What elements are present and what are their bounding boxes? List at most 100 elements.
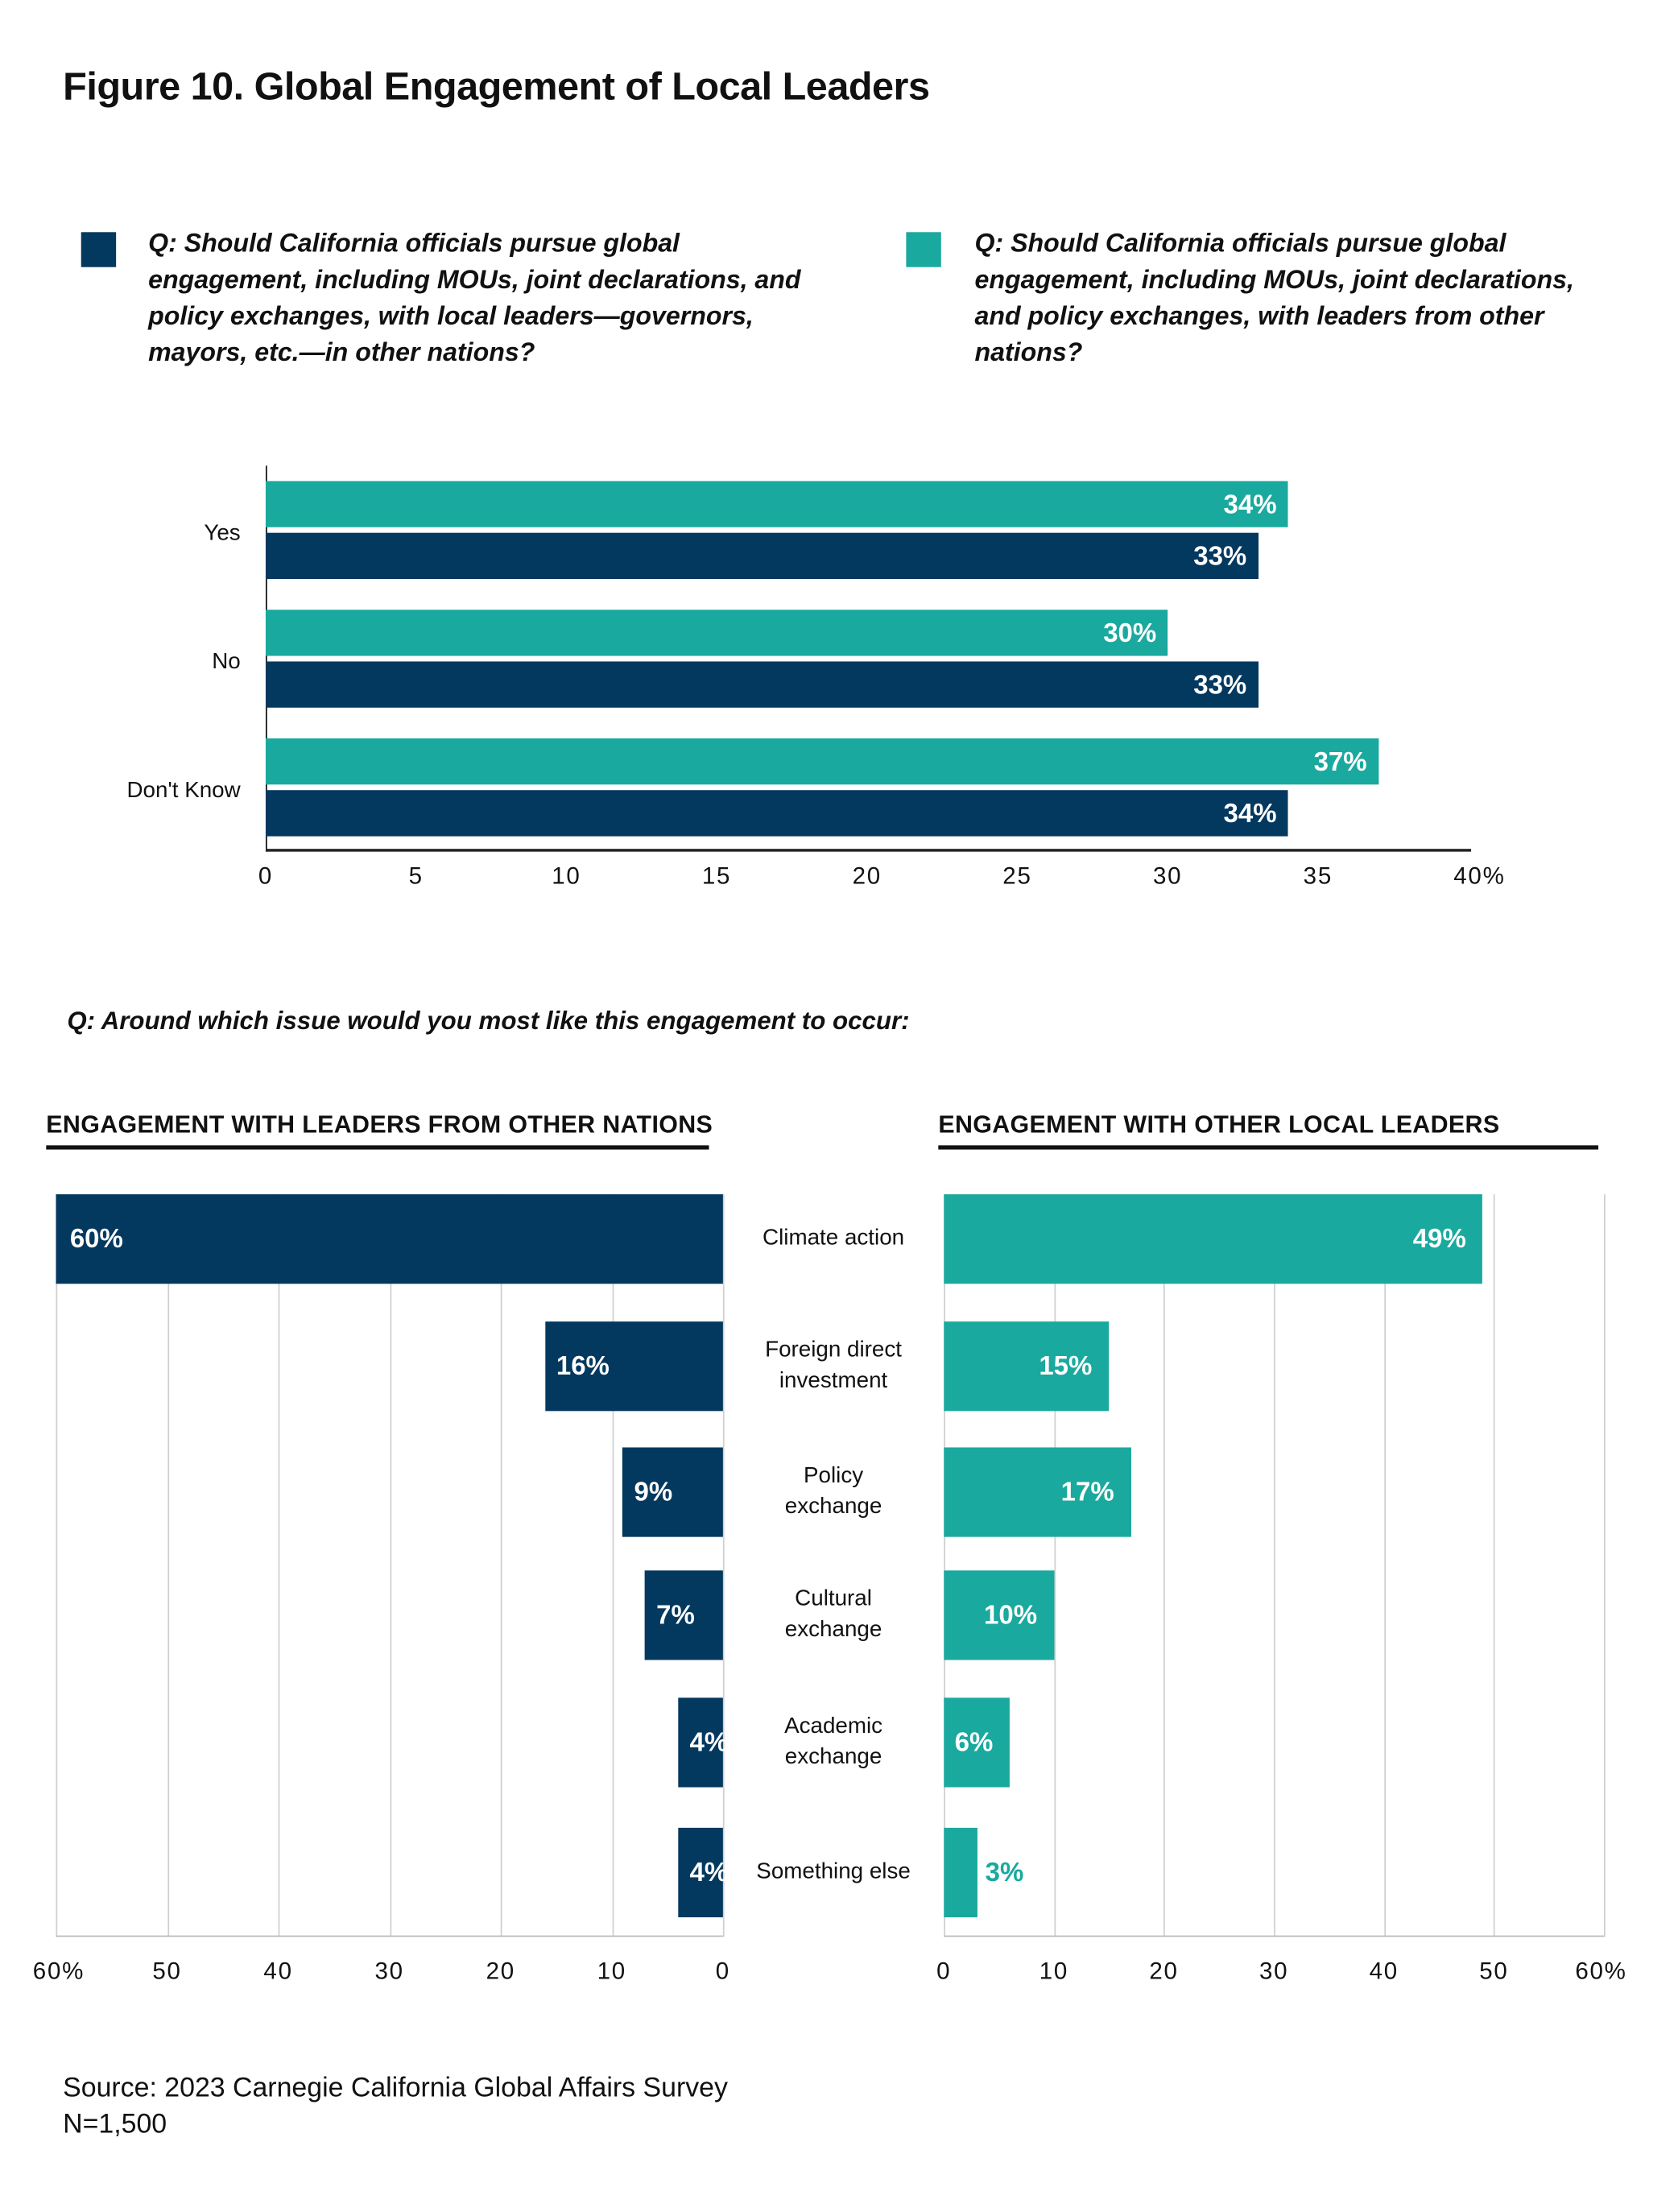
bar-value-label: 33% bbox=[1193, 542, 1247, 573]
left-bar-value-label: 7% bbox=[656, 1601, 695, 1631]
right-bar bbox=[944, 1321, 1110, 1412]
x-tick-label: 0 bbox=[258, 862, 274, 890]
right-bar-value-label: 6% bbox=[954, 1728, 994, 1759]
left-bar bbox=[645, 1570, 723, 1660]
legend-text-leaders: Q: Should California officials pursue gl… bbox=[974, 228, 1574, 367]
grid-line bbox=[611, 1194, 614, 1937]
bar-value-label: 34% bbox=[1223, 490, 1277, 521]
grid-line bbox=[1053, 1194, 1056, 1937]
category-label-line: Policy bbox=[804, 1464, 864, 1488]
category-label-line: Foreign direct bbox=[765, 1338, 903, 1362]
left-bar-value-label: 16% bbox=[556, 1352, 610, 1382]
x-tick-label: 35 bbox=[1303, 862, 1333, 890]
right-bar bbox=[944, 1570, 1054, 1660]
bar bbox=[265, 661, 1258, 708]
y-axis-line bbox=[265, 465, 267, 852]
right-header-rule bbox=[938, 1145, 1599, 1150]
right-bar-value-label: 10% bbox=[983, 1601, 1038, 1631]
right-x-tick-label: 40 bbox=[1369, 1958, 1399, 1985]
left-x-axis bbox=[56, 1935, 723, 1937]
category-label: Cultural exchange bbox=[729, 1585, 939, 1646]
grid-line bbox=[722, 1194, 725, 1937]
right-bar-value-label: 17% bbox=[1060, 1478, 1114, 1508]
category-label-line: investment bbox=[779, 1369, 888, 1393]
bar bbox=[265, 532, 1258, 579]
left-section-header: ENGAGEMENT WITH LEADERS FROM OTHER NATIO… bbox=[46, 1110, 713, 1139]
right-bar-value-label: 49% bbox=[1412, 1225, 1466, 1255]
bar-value-label: 33% bbox=[1193, 671, 1247, 701]
left-bar bbox=[678, 1697, 723, 1788]
x-axis-line bbox=[265, 849, 1472, 852]
x-tick-label: 20 bbox=[852, 862, 882, 890]
legend-swatch-navy bbox=[81, 232, 117, 267]
legend-text-local-leaders: Q: Should California officials pursue gl… bbox=[148, 228, 801, 367]
right-bar-value-label: 15% bbox=[1039, 1352, 1093, 1382]
grid-line bbox=[1163, 1194, 1166, 1937]
bar bbox=[265, 610, 1168, 656]
category-label-line: exchange bbox=[784, 1495, 882, 1519]
grid-line bbox=[1603, 1194, 1606, 1937]
left-x-tick-label: 10 bbox=[597, 1958, 626, 1985]
right-bar bbox=[944, 1194, 1483, 1284]
grid-line bbox=[56, 1194, 58, 1937]
x-tick-label: 15 bbox=[701, 862, 732, 890]
left-bar-value-label: 4% bbox=[689, 1858, 729, 1888]
category-label-line: Something else bbox=[756, 1859, 911, 1884]
grid-line bbox=[500, 1194, 502, 1937]
left-x-tick-label: 20 bbox=[486, 1958, 515, 1985]
category-label-line: exchange bbox=[784, 1745, 882, 1769]
bar bbox=[265, 481, 1288, 527]
figure-title: Figure 10. Global Engagement of Local Le… bbox=[63, 64, 930, 108]
category-label: Academic exchange bbox=[729, 1712, 939, 1773]
left-bar bbox=[544, 1321, 723, 1412]
left-bar-value-label: 9% bbox=[634, 1478, 673, 1508]
x-tick-label: 5 bbox=[408, 862, 424, 890]
left-x-tick-label: 40 bbox=[263, 1958, 293, 1985]
category-label: Yes bbox=[204, 521, 241, 546]
grid-line bbox=[1494, 1194, 1496, 1937]
category-label: Something else bbox=[729, 1857, 939, 1887]
grid-line bbox=[389, 1194, 391, 1937]
bar-value-label: 34% bbox=[1223, 800, 1277, 829]
category-label-line: exchange bbox=[784, 1618, 882, 1642]
category-label: Don't Know bbox=[126, 779, 241, 803]
category-label-line: Climate action bbox=[763, 1226, 905, 1251]
grid-line bbox=[1274, 1194, 1275, 1937]
right-bar-value-label: 3% bbox=[985, 1858, 1024, 1888]
right-x-tick-label: 20 bbox=[1149, 1958, 1179, 1985]
bar-value-label: 37% bbox=[1313, 748, 1367, 778]
left-x-tick-label: 50 bbox=[152, 1958, 182, 1985]
sample-size: N=1,500 bbox=[63, 2108, 167, 2140]
x-tick-label: 10 bbox=[552, 862, 581, 890]
right-section-header: ENGAGEMENT WITH OTHER LOCAL LEADERS bbox=[938, 1110, 1500, 1139]
category-label-line: Cultural bbox=[795, 1587, 872, 1611]
right-x-tick-label: 0 bbox=[936, 1958, 952, 1985]
category-label: Policy exchange bbox=[729, 1462, 939, 1523]
x-tick-label: 40% bbox=[1453, 862, 1506, 890]
right-x-tick-label: 10 bbox=[1039, 1958, 1069, 1985]
left-bar bbox=[56, 1194, 723, 1284]
right-bar bbox=[944, 1697, 1011, 1788]
left-x-tick-label: 60% bbox=[32, 1958, 85, 1985]
issue-question: Q: Around which issue would you most lik… bbox=[67, 1007, 910, 1036]
left-bar bbox=[678, 1827, 723, 1918]
left-x-tick-label: 0 bbox=[715, 1958, 730, 1985]
x-tick-label: 30 bbox=[1152, 862, 1183, 890]
bar bbox=[265, 790, 1288, 837]
left-x-tick-label: 30 bbox=[374, 1958, 404, 1985]
x-tick-label: 25 bbox=[1002, 862, 1032, 890]
right-x-tick-label: 60% bbox=[1575, 1958, 1627, 1985]
legend-swatch-teal bbox=[906, 232, 941, 267]
right-bar bbox=[944, 1827, 977, 1918]
source-note: Source: 2023 Carnegie California Global … bbox=[63, 2072, 728, 2103]
grid-line bbox=[278, 1194, 280, 1937]
grid-line bbox=[944, 1194, 946, 1937]
right-bar bbox=[944, 1447, 1131, 1537]
right-x-axis bbox=[944, 1935, 1604, 1937]
left-bar-value-label: 60% bbox=[69, 1225, 123, 1255]
left-bar-value-label: 4% bbox=[689, 1728, 729, 1759]
category-label: Foreign direct investment bbox=[729, 1336, 939, 1397]
right-x-tick-label: 50 bbox=[1479, 1958, 1509, 1985]
bar bbox=[265, 738, 1378, 785]
